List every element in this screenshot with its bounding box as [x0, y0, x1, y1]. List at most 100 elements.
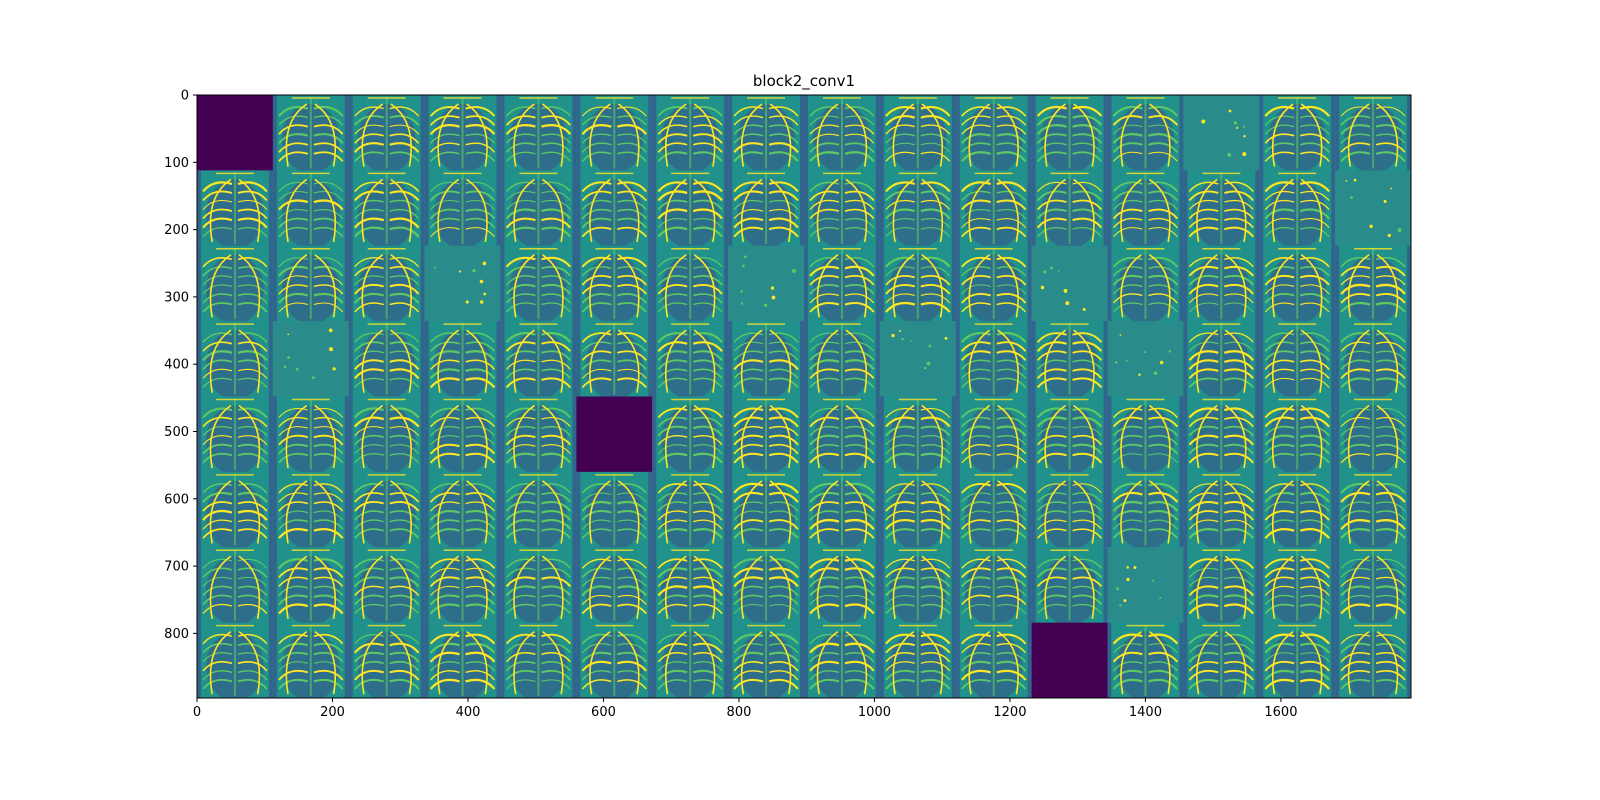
- rib-stroke: [541, 190, 571, 201]
- tile-edge: [1027, 622, 1032, 698]
- lung-outline: [513, 480, 535, 544]
- rib-stroke: [278, 501, 309, 512]
- activation-speck: [295, 367, 299, 371]
- rib-stroke: [465, 227, 495, 238]
- rib-stroke: [541, 633, 572, 645]
- feature-map-tile: [424, 245, 501, 322]
- rib-stroke: [1224, 585, 1254, 597]
- lung-outline: [968, 480, 991, 544]
- rib-stroke: [961, 519, 991, 530]
- lung-outline: [1300, 178, 1323, 243]
- rib-stroke: [1299, 142, 1330, 153]
- rib-stroke: [389, 332, 420, 343]
- rib-stroke: [768, 377, 799, 389]
- tile-edge: [879, 396, 884, 472]
- rib-stroke: [313, 501, 344, 512]
- rib-stroke: [278, 115, 308, 126]
- activation-speck: [1065, 301, 1070, 306]
- activation-speck: [1383, 199, 1387, 203]
- rib-stroke: [313, 594, 344, 606]
- rib-stroke: [1224, 660, 1254, 672]
- rib-stroke: [465, 341, 496, 352]
- rib-stroke: [465, 106, 496, 117]
- rib-stroke: [844, 208, 875, 220]
- lung-outline: [1224, 329, 1247, 393]
- lung-outline: [845, 480, 868, 544]
- rib-stroke: [617, 528, 647, 539]
- rib-stroke: [1112, 115, 1143, 126]
- rib-stroke: [809, 434, 840, 446]
- y-tick-label: 600: [164, 492, 189, 507]
- lung-outline: [617, 480, 640, 544]
- tile-edge: [1103, 170, 1108, 246]
- rib-stroke: [1224, 510, 1254, 521]
- rib-stroke: [1112, 500, 1143, 512]
- rib-stroke: [692, 483, 723, 494]
- lung-outline: [921, 404, 944, 469]
- lung-outline: [314, 631, 337, 695]
- rib-stroke: [920, 208, 951, 220]
- rib-stroke: [430, 501, 460, 512]
- lung-outline: [390, 555, 412, 619]
- rib-stroke: [354, 341, 384, 352]
- tile-edge: [1103, 396, 1108, 472]
- lung-outline: [1347, 103, 1370, 167]
- rib-stroke: [1148, 142, 1179, 153]
- rib-stroke: [1112, 142, 1143, 153]
- rib-stroke: [920, 218, 951, 229]
- rib-stroke: [1037, 519, 1067, 530]
- lung-outline: [693, 555, 716, 619]
- activation-speck: [1143, 351, 1146, 354]
- rib-stroke: [996, 585, 1027, 596]
- feature-map-tile: [272, 321, 350, 397]
- feature-map-tile: [955, 396, 1033, 475]
- feature-map-tile: [652, 622, 729, 698]
- rib-stroke: [1037, 350, 1067, 361]
- rib-stroke: [844, 332, 875, 343]
- tile-edge: [1107, 245, 1112, 322]
- rib-stroke: [1113, 661, 1143, 672]
- rib-stroke: [1264, 208, 1295, 220]
- rib-stroke: [885, 528, 916, 539]
- lung-outline: [466, 555, 488, 619]
- rib-stroke: [809, 181, 840, 192]
- rib-stroke: [1375, 368, 1406, 380]
- tile-edge: [424, 547, 429, 623]
- tile-edge: [496, 95, 501, 171]
- rib-stroke: [809, 115, 840, 126]
- rib-stroke: [996, 106, 1027, 117]
- rib-stroke: [844, 501, 875, 512]
- activation-speck: [1353, 178, 1357, 182]
- rib-stroke: [465, 678, 496, 690]
- rib-stroke: [1375, 257, 1406, 268]
- rib-stroke: [1037, 359, 1067, 370]
- tile-edge: [576, 471, 581, 548]
- rib-stroke: [389, 199, 420, 211]
- tile-edge: [424, 622, 429, 698]
- tile-edge: [496, 622, 501, 698]
- rib-stroke: [465, 528, 496, 539]
- feature-map-tile: [576, 396, 653, 473]
- lung-outline: [285, 254, 308, 318]
- rib-stroke: [617, 368, 647, 379]
- rib-stroke: [389, 434, 420, 446]
- rib-stroke: [657, 425, 688, 437]
- rib-stroke: [313, 585, 344, 596]
- rib-stroke: [202, 443, 233, 455]
- tile-background: [1107, 547, 1184, 624]
- lung-outline: [693, 254, 716, 318]
- rib-stroke: [961, 501, 991, 512]
- rib-stroke: [844, 275, 875, 286]
- rib-stroke: [278, 105, 309, 117]
- rib-stroke: [278, 492, 308, 503]
- rib-stroke: [202, 200, 233, 210]
- rib-stroke: [768, 482, 799, 494]
- feature-map-tile: [728, 396, 805, 475]
- feature-map-tile: [1259, 170, 1336, 249]
- rib-stroke: [1148, 151, 1178, 162]
- rib-stroke: [202, 642, 233, 654]
- rib-stroke: [768, 452, 799, 464]
- rib-stroke: [692, 501, 723, 512]
- rib-stroke: [961, 341, 991, 352]
- lung-outline: [769, 178, 792, 243]
